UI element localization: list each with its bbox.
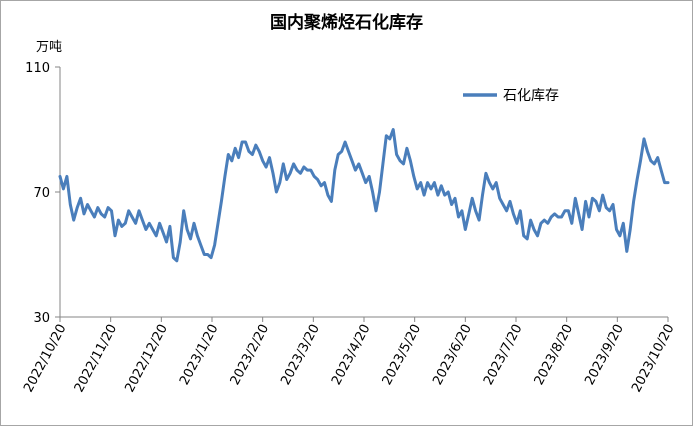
legend-label: 石化库存: [503, 88, 559, 104]
series-line-0: [58, 128, 670, 263]
y-tick-label: 30: [33, 311, 50, 326]
x-tick-label: 2023/10/20: [629, 322, 677, 395]
x-tick-label: 2022/12/20: [122, 322, 170, 395]
x-axis-ticks: 2022/10/20 2022/11/20 2022/12/20 2023/1/20 2…: [21, 317, 678, 395]
chart-title: 国内聚烯烃石化库存: [270, 13, 423, 33]
x-tick-label: 2023/6/20: [430, 322, 475, 388]
x-tick-label: 2023/2/20: [228, 322, 273, 388]
x-tick-label: 2023/3/20: [278, 322, 323, 388]
x-tick-label: 2023/7/20: [481, 322, 526, 388]
y-axis-unit-label: 万吨: [36, 40, 63, 55]
x-tick-label: 2022/10/20: [21, 322, 69, 395]
y-axis-ticks: 30 70 110: [25, 61, 60, 326]
axes: [59, 67, 668, 318]
y-tick-label: 70: [33, 186, 50, 201]
y-tick-label: 110: [25, 61, 50, 76]
legend: 石化库存: [463, 88, 559, 104]
x-tick-label: 2023/9/20: [582, 322, 627, 388]
x-tick-label: 2023/1/20: [177, 322, 222, 388]
x-tick-label: 2022/11/20: [72, 322, 120, 395]
x-tick-label: 2023/8/20: [532, 322, 577, 388]
x-tick-label: 2023/5/20: [380, 322, 425, 388]
x-tick-label: 2023/4/20: [329, 322, 374, 388]
series-group: [58, 128, 670, 263]
